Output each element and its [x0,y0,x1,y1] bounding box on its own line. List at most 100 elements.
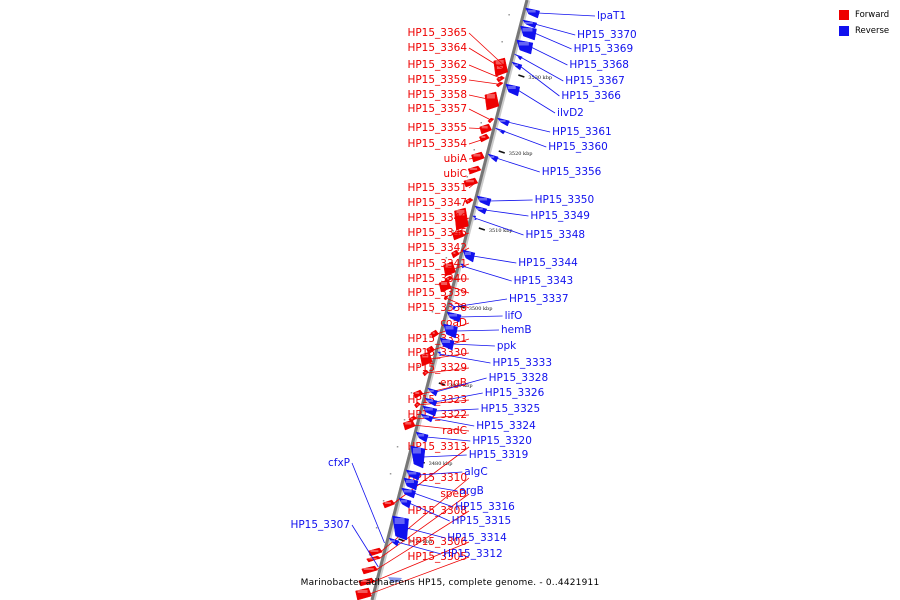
genome-caption: Marinobacter adhaerens HP15, complete ge… [300,578,600,588]
forward-gene-leader [468,156,483,160]
reverse-gene-body [522,19,538,29]
reverse-gene-leader [459,315,503,318]
forward-gene-shine [370,550,379,552]
forward-gene-body [494,63,508,77]
forward-gene-body [443,261,456,277]
reverse-gene-label: HP15_3324 [476,420,536,432]
forward-gene-body [451,249,460,259]
reverse-gene-leader [351,462,385,544]
reverse-gene-leader [534,23,576,36]
forward-gene-shine [432,332,435,334]
forward-gene-leader [468,79,502,85]
forward-gene-leader [462,232,470,236]
reverse-gene-body [505,83,521,97]
reverse-gene-label: HP15_3343 [514,275,574,287]
legend-forward-label: Forward [855,10,890,20]
forward-gene-label: radC [442,425,467,437]
forward-gene-shine [498,78,501,80]
reverse-gene-label: HP15_3361 [552,126,612,138]
legend-reverse-swatch [839,26,849,36]
reverse-gene-body [427,387,439,397]
forward-gene [451,249,460,259]
forward-gene-label: HP15_3323 [407,394,467,406]
forward-gene-leader [445,297,470,309]
reverse-gene-label: HP15_3344 [518,257,578,269]
kbp-tick-mark [438,382,446,386]
reverse-gene-body [392,515,409,541]
forward-gene-shine [453,252,456,254]
forward-gene-body [487,117,495,124]
reverse-gene [462,249,476,263]
forward-gene-label: HP15_3357 [407,103,467,115]
forward-gene-leader [468,169,480,175]
forward-gene-label: engB [440,377,467,389]
forward-gene-leader [453,263,470,270]
reverse-gene-shine [418,434,425,437]
reverse-gene-body [420,413,434,423]
forward-gene-label: HP15_3339 [407,287,467,299]
reverse-gene [439,337,455,351]
reverse-gene [401,487,416,499]
forward-gene-leader [414,414,470,420]
reverse-gene-body [410,445,426,469]
forward-gene-label: HP15_3341 [407,258,467,270]
reverse-gene-label: HP15_3366 [561,90,621,102]
forward-gene-body [467,165,482,175]
forward-gene [479,133,490,143]
forward-gene-label: HP15_3338 [407,302,467,314]
reverse-gene [427,387,439,397]
forward-gene [464,197,474,205]
reverse-gene-leader [439,353,491,364]
reverse-gene-shine [464,252,471,255]
kbp-tick-label: 3510 kbp [489,228,513,234]
reverse-gene-body [495,127,506,135]
reverse-gene-shine [405,480,414,483]
axis-dot [389,473,392,475]
forward-gene [402,419,416,431]
reverse-gene [495,127,506,135]
reverse-gene-leader [517,89,556,114]
reverse-gene-shine [516,56,519,58]
forward-gene-shine [424,372,427,374]
reverse-gene-shine [391,540,396,542]
forward-gene-label: HP15_3358 [407,89,467,101]
forward-gene-leader [468,64,503,80]
forward-gene [419,351,433,367]
forward-gene-shine [473,154,481,157]
reverse-gene-shine [518,42,529,46]
axis-dot [473,149,476,151]
reverse-gene-leader [452,343,495,347]
reverse-gene-label: HP15_3348 [526,229,586,241]
forward-gene-label: HP15_3322 [407,409,467,421]
reverse-gene [516,39,534,55]
reverse-gene-label: hemB [501,324,532,336]
reverse-gene-leader [519,65,560,97]
reverse-gene-leader [496,157,540,173]
forward-gene-leader [378,493,470,560]
forward-gene-shine [486,94,495,99]
reverse-gene-leader [418,471,463,476]
forward-gene-body [484,91,500,111]
forward-gene [361,565,379,575]
reverse-gene-shine [522,28,533,32]
reverse-gene-shine [513,64,518,66]
forward-gene [430,329,440,339]
forward-gene-shine [454,232,461,235]
reverse-gene [422,405,438,417]
kbp-tick-mark [498,150,505,154]
forward-gene [412,389,424,399]
axis-dot [382,500,385,502]
forward-gene-label: HP15_3351 [407,182,467,194]
forward-gene [463,177,479,188]
forward-gene-label: HP15_3365 [407,27,467,39]
forward-gene-body [422,369,430,377]
forward-gene-label: HP15_3346 [407,212,467,224]
kbp-tick-label: 3490 kbp [449,383,473,389]
forward-gene [454,207,469,231]
forward-gene [438,279,452,293]
axis-dot [480,122,482,124]
reverse-gene [487,153,499,163]
axis-dot [501,41,503,43]
forward-gene-label: ubiA [444,153,468,165]
axis-dot [396,446,399,448]
